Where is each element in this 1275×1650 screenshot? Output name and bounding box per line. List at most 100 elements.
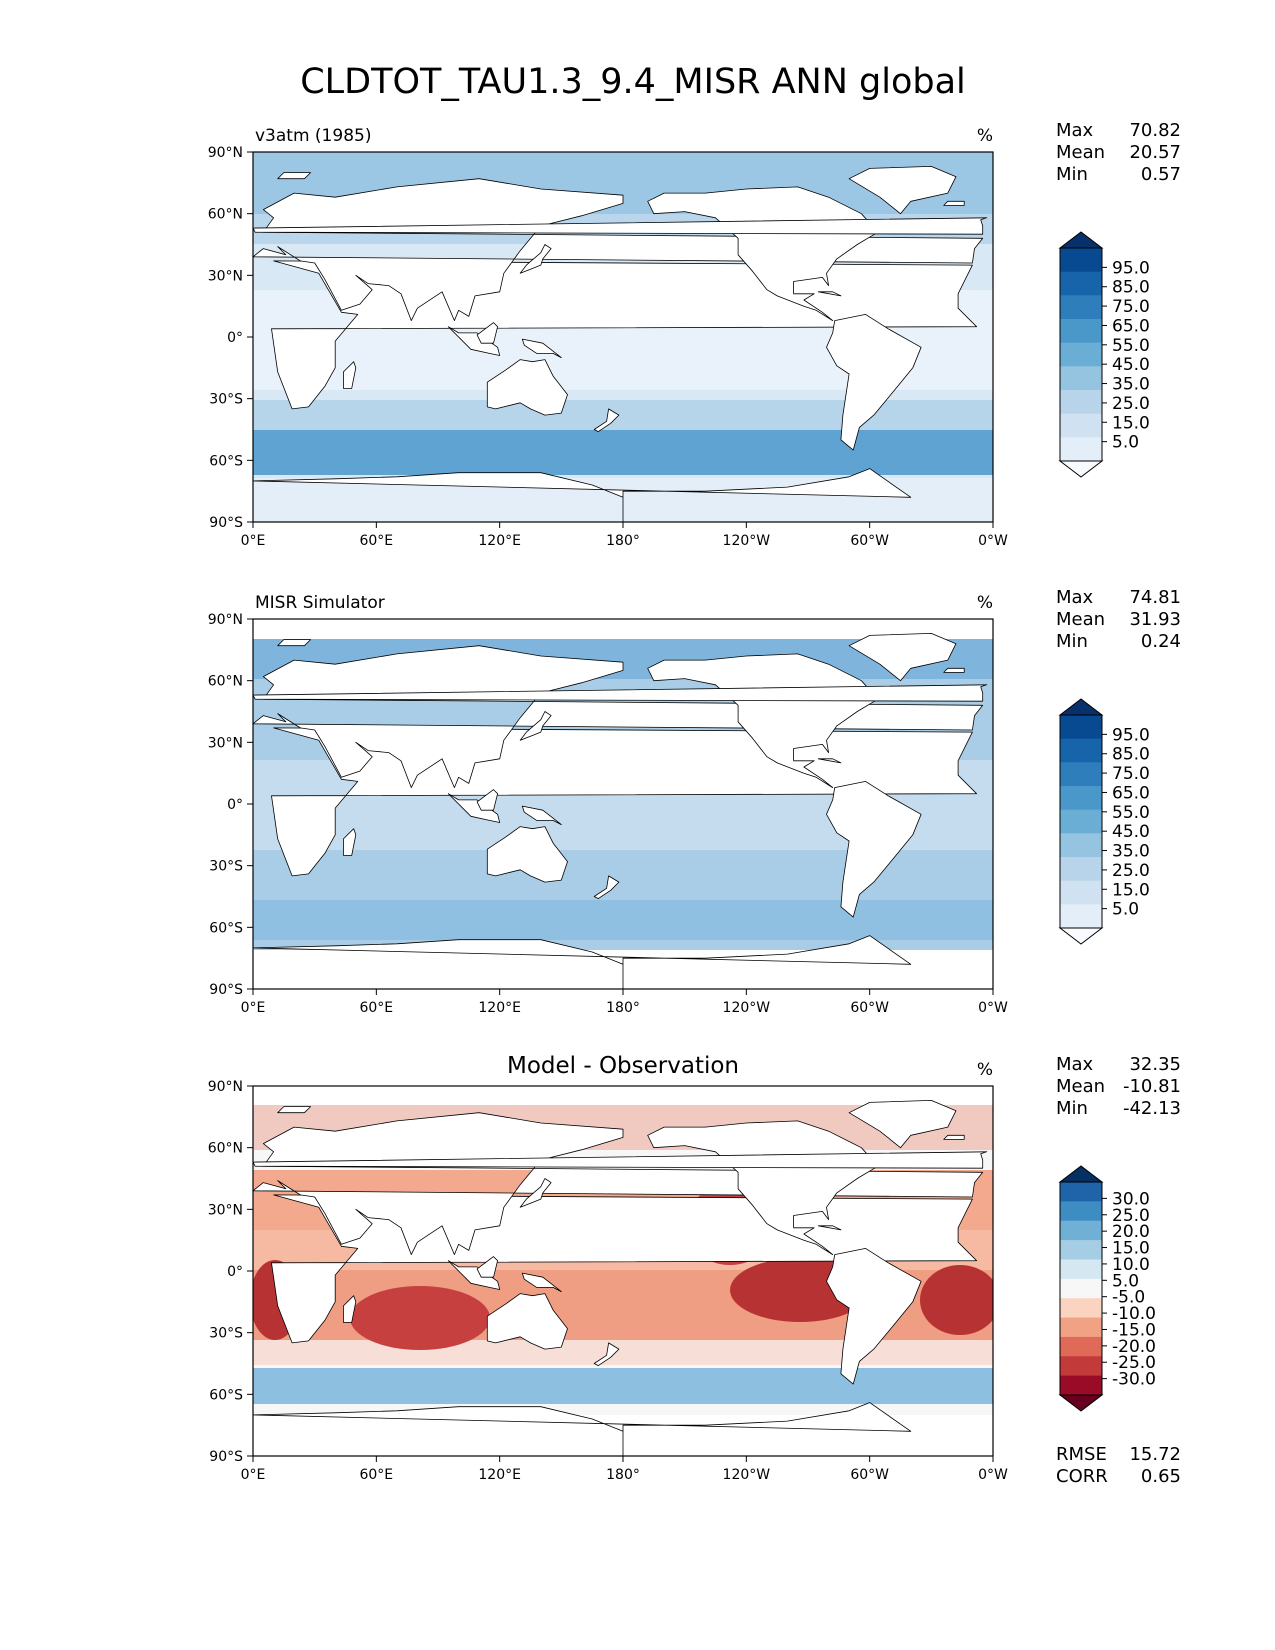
colorbar-label: 95.0 <box>1112 258 1150 278</box>
land-japan <box>519 244 552 274</box>
land-antarctica <box>992 947 993 949</box>
lon-tick-label: 0°E <box>241 1467 266 1483</box>
land-borneo <box>1217 1257 1238 1278</box>
stat-label: Mean <box>1056 609 1105 630</box>
land-new-zealand <box>593 875 620 899</box>
land-australia <box>486 826 568 883</box>
colorbar-segment <box>1060 413 1102 438</box>
land-greenland <box>848 1100 957 1149</box>
colorbar-extend-min <box>1058 460 1104 478</box>
lat-tick-label: 30°N <box>208 268 243 284</box>
colorbar-label: 55.0 <box>1112 803 1150 823</box>
land-indonesia <box>1188 327 1239 356</box>
southern-ocean-band <box>253 430 993 475</box>
land-south-america <box>826 313 922 451</box>
land-uk <box>253 1151 988 1169</box>
southern-ocean-band <box>253 1368 993 1404</box>
colorbar-segment <box>1060 880 1102 905</box>
stat-value: -42.13 <box>1123 1098 1181 1119</box>
land-madagascar <box>342 1295 357 1323</box>
land-antarctica <box>0 1403 171 1456</box>
south-midlat-band <box>253 1340 993 1365</box>
land-new-guinea <box>521 805 562 825</box>
figure-title: CLDTOT_TAU1.3_9.4_MISR ANN global <box>300 62 966 102</box>
colorbar-segment <box>1060 390 1102 415</box>
stratocumulus-deficit-1 <box>350 1286 490 1350</box>
land-svalbard <box>277 639 312 647</box>
lat-tick-label: 60°N <box>208 207 243 223</box>
colorbar-label: 65.0 <box>1112 783 1150 803</box>
lat-tick-label: 30°S <box>209 392 243 408</box>
stat-value: 70.82 <box>1129 120 1181 141</box>
colorbar-label: 45.0 <box>1112 355 1150 375</box>
colorbar-label: 25.0 <box>1112 1206 1150 1226</box>
land-svalbard <box>277 172 312 180</box>
land-eurasia <box>0 1113 243 1255</box>
stat-label: Min <box>1056 164 1088 185</box>
colorbar-label: 20.0 <box>1112 1222 1150 1242</box>
stat-value: 0.24 <box>1141 631 1181 652</box>
lat-tick-label: 90°N <box>208 612 243 628</box>
land-svalbard <box>1018 640 1051 646</box>
panel-difference: Model - Observation % 90°N 60°N 30°N 0° 30°S… <box>0 1053 1275 1487</box>
lat-tick-label: 0° <box>227 1264 243 1280</box>
colorbar-label: 5.0 <box>1112 433 1139 453</box>
stat-label: Max <box>1056 587 1094 608</box>
land-australia <box>1227 360 1275 416</box>
lat-tick-label: 60°N <box>208 674 243 690</box>
land-uk <box>992 694 993 696</box>
land-antarctica <box>253 1402 912 1456</box>
lat-tick-label: 60°S <box>209 453 243 469</box>
land-borneo <box>476 789 499 811</box>
stat-value: 32.35 <box>1129 1054 1181 1075</box>
land-new-guinea <box>1262 1273 1275 1292</box>
land-cuba <box>817 758 842 764</box>
land-svalbard <box>1018 173 1051 179</box>
panel-center-title: Model - Observation <box>507 1053 739 1079</box>
land-indonesia <box>447 1260 501 1290</box>
stratocumulus-deficit-4 <box>920 1265 993 1335</box>
panel-units: % <box>977 1060 993 1080</box>
colorbar-segment <box>1060 1220 1102 1241</box>
lon-tick-label: 120°E <box>478 533 521 549</box>
colorbar-label: 95.0 <box>1112 725 1150 745</box>
colorbar-label: 10.0 <box>1112 1255 1150 1275</box>
land-eurasia <box>253 645 984 788</box>
colorbar-segment <box>1060 1240 1102 1260</box>
colorbar-extend-min <box>1058 1394 1104 1412</box>
land-uk <box>253 217 988 235</box>
colorbar-label: 85.0 <box>1112 745 1150 765</box>
colorbar-segment <box>1060 1259 1102 1280</box>
stat-value: 31.93 <box>1129 609 1181 630</box>
lon-tick-label: 60°W <box>850 1467 889 1483</box>
land-africa <box>0 261 237 409</box>
colorbar-label: 75.0 <box>1112 764 1150 784</box>
land-eurasia <box>0 179 243 321</box>
land-greenland <box>109 1100 216 1147</box>
colorbar: 30.025.020.015.010.05.0-5.0-10.0-15.0-20… <box>1058 1165 1156 1412</box>
land-south-america <box>87 1248 182 1384</box>
colorbar-segment <box>1060 248 1102 273</box>
lon-tick-label: 60°E <box>359 1467 393 1483</box>
colorbar-segment <box>1060 1375 1102 1396</box>
lon-tick-label: 0°W <box>978 533 1008 549</box>
land-south-america <box>87 781 182 917</box>
lat-tick-label: 30°S <box>209 859 243 875</box>
colorbar-label: 35.0 <box>1112 842 1150 862</box>
map-field-difference <box>0 1086 1275 1456</box>
colorbar-segment <box>1060 738 1102 763</box>
extra-stat-value: 15.72 <box>1129 1444 1181 1465</box>
stats-block: Max 32.35 Mean -10.81 Min -42.13 <box>1056 1054 1181 1119</box>
colorbar-label: -5.0 <box>1112 1288 1145 1308</box>
land-cuba <box>78 1226 101 1230</box>
land-greenland <box>109 633 216 680</box>
land-africa <box>0 1195 237 1343</box>
land-south-america <box>826 1248 922 1385</box>
colorbar-segment <box>1060 1356 1102 1377</box>
land-borneo <box>476 1256 499 1278</box>
land-new-guinea <box>1262 806 1275 825</box>
colorbar-label: 5.0 <box>1112 1271 1139 1291</box>
stat-label: Min <box>1056 1098 1088 1119</box>
land-australia <box>1227 827 1275 883</box>
land-greenland <box>848 633 957 682</box>
